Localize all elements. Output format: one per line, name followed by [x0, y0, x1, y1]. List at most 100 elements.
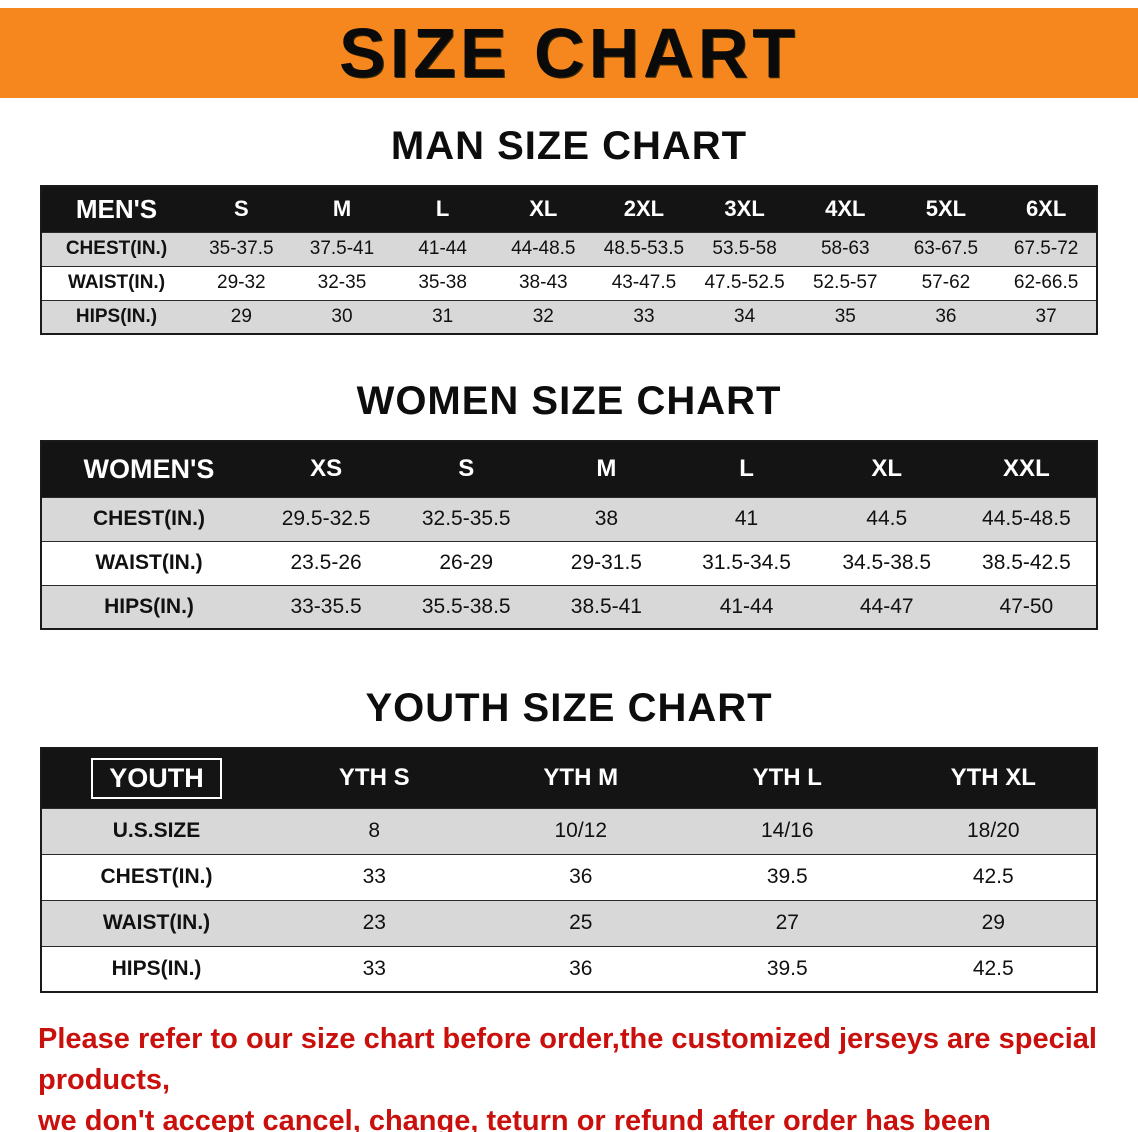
- size-value-cell: 43-47.5: [611, 272, 677, 293]
- size-value-cell: 38: [594, 507, 619, 530]
- size-column-header: XL: [492, 186, 594, 232]
- size-value-cell: 52.5-57: [813, 272, 878, 293]
- size-column-header: S: [191, 186, 292, 232]
- measurement-row: HIPS(IN.) 33 36 39.5 42.5: [41, 946, 1097, 992]
- women-size-section: WOMEN SIZE CHART WOMEN'S XS S M L XL XXL CHEST(…: [0, 379, 1138, 630]
- size-column-header: XS: [256, 441, 397, 497]
- youth-size-heading: YOUTH SIZE CHART: [365, 686, 773, 730]
- size-value-cell: 37: [1035, 305, 1057, 327]
- measurement-row: WAIST(IN.) 23.5-26 26-29 29-31.5 31.5-34.5 34…: [41, 541, 1097, 585]
- size-column-header: 2XL: [593, 186, 695, 232]
- size-value-cell: 62-66.5: [1013, 272, 1079, 293]
- size-value-cell: 33: [362, 865, 386, 888]
- size-value-cell: 47-50: [999, 594, 1054, 618]
- size-value-cell: 26-29: [439, 551, 494, 574]
- size-value-cell: 29-32: [217, 272, 266, 293]
- size-value-cell: 37.5-41: [309, 238, 375, 259]
- size-value-cell: 18/20: [966, 819, 1020, 842]
- size-value-cell: 42.5: [972, 865, 1014, 888]
- table-corner-label-text: WOMEN'S: [83, 453, 215, 484]
- size-value-cell: 38.5-42.5: [982, 551, 1071, 574]
- size-value-cell: 57-62: [921, 272, 971, 293]
- size-value-cell: 36: [569, 956, 593, 980]
- size-value-cell: 29: [981, 911, 1005, 934]
- size-value-cell: 34.5-38.5: [842, 551, 932, 574]
- size-value-cell: 29.5-32.5: [281, 507, 371, 530]
- row-label: HIPS(IN.): [104, 594, 194, 618]
- size-value-cell: 30: [331, 305, 353, 327]
- size-value-cell: 34: [734, 305, 756, 327]
- man-size-section: MAN SIZE CHART MEN'S S M L XL 2XL 3XL 4XL 5XL 6XL…: [0, 124, 1138, 335]
- measurement-row: CHEST(IN.) 35-37.5 37.5-41 41-44 44-48.5 48.5…: [41, 232, 1097, 266]
- size-value-cell: 33: [633, 305, 655, 327]
- size-table: MEN'S S M L XL 2XL 3XL 4XL 5XL 6XL CHEST(IN.) 35-37…: [40, 185, 1098, 335]
- size-value-cell: 23.5-26: [290, 551, 362, 574]
- size-value-cell: 39.5: [766, 865, 808, 888]
- size-value-cell: 35-38: [418, 272, 467, 293]
- measurement-row: HIPS(IN.) 33-35.5 35.5-38.5 38.5-41 41-44 44-…: [41, 585, 1097, 629]
- size-value-cell: 58-63: [820, 238, 870, 259]
- size-value-cell: 8: [368, 819, 381, 842]
- size-value-cell: 47.5-52.5: [704, 272, 785, 293]
- size-chart-banner: SIZE CHART: [0, 8, 1138, 98]
- size-column-header: XXL: [956, 441, 1097, 497]
- page-title: SIZE CHART: [339, 14, 799, 92]
- size-value-cell: 29-31.5: [570, 551, 642, 574]
- measurement-row: WAIST(IN.) 23 25 27 29: [41, 900, 1097, 946]
- size-value-cell: 32: [532, 305, 554, 327]
- size-value-cell: 33-35.5: [290, 594, 362, 618]
- measurement-row: CHEST(IN.) 29.5-32.5 32.5-35.5 38 41 44.5 44.5…: [41, 497, 1097, 541]
- size-value-cell: 25: [569, 911, 593, 934]
- size-column-header: L: [392, 186, 493, 232]
- row-label: CHEST(IN.): [100, 865, 213, 888]
- size-value-cell: 44.5: [866, 507, 908, 530]
- size-column-header: M: [291, 186, 393, 232]
- size-value-cell: 36: [569, 865, 593, 888]
- man-size-table-container: MEN'S S M L XL 2XL 3XL 4XL 5XL 6XL CHEST(IN.) 35-37…: [0, 185, 1138, 335]
- size-value-cell: 36: [935, 305, 957, 327]
- size-value-cell: 29: [230, 305, 252, 327]
- size-table: WOMEN'S XS S M L XL XXL CHEST(IN.) 29.5-32.5 32.5…: [40, 440, 1098, 630]
- size-column-header: YTH XL: [890, 748, 1097, 808]
- size-value-cell: 23: [362, 911, 386, 934]
- size-column-header: 4XL: [794, 186, 896, 232]
- size-value-cell: 44-48.5: [511, 238, 576, 259]
- size-value-cell: 41-44: [418, 238, 467, 259]
- row-label: HIPS(IN.): [75, 305, 158, 327]
- size-value-cell: 38.5-41: [570, 594, 642, 618]
- size-value-cell: 35: [834, 305, 856, 327]
- row-label: HIPS(IN.): [111, 956, 202, 980]
- table-corner-label: WOMEN'S: [41, 441, 256, 497]
- size-value-cell: 33: [362, 956, 386, 980]
- women-size-table-container: WOMEN'S XS S M L XL XXL CHEST(IN.) 29.5-32.5 32.5…: [0, 440, 1138, 630]
- size-table: YOUTH YTH S YTH M YTH L YTH XL U.S.SIZE 8 10/12…: [40, 747, 1098, 993]
- size-column-header: YTH L: [684, 748, 891, 808]
- size-column-header: 6XL: [996, 186, 1097, 232]
- measurement-row: WAIST(IN.) 29-32 32-35 35-38 38-43 43-47.5 47.…: [41, 266, 1097, 300]
- size-value-cell: 53.5-58: [712, 238, 777, 259]
- disclaimer-text: Please refer to our size chart before or…: [38, 1019, 1100, 1132]
- size-value-cell: 42.5: [972, 956, 1014, 980]
- size-column-header: S: [396, 441, 537, 497]
- man-size-heading: MAN SIZE CHART: [390, 124, 748, 168]
- size-value-cell: 67.5-72: [1013, 238, 1079, 259]
- size-value-cell: 44-47: [859, 594, 914, 618]
- size-value-cell: 27: [775, 911, 799, 934]
- size-value-cell: 39.5: [766, 956, 808, 980]
- size-column-header: XL: [816, 441, 957, 497]
- table-corner-label-text: MEN'S: [75, 193, 158, 224]
- row-label: WAIST(IN.): [102, 911, 211, 934]
- row-label: WAIST(IN.): [67, 272, 166, 293]
- disclaimer-line-1: Please refer to our size chart before or…: [38, 1023, 1097, 1097]
- size-value-cell: 32.5-35.5: [421, 507, 511, 530]
- row-label: U.S.SIZE: [112, 819, 201, 842]
- size-column-header: 5XL: [895, 186, 997, 232]
- disclaimer-line-2: we don't accept cancel, change, teturn o…: [38, 1105, 991, 1132]
- size-value-cell: 44.5-48.5: [982, 507, 1071, 530]
- youth-size-table-container: YOUTH YTH S YTH M YTH L YTH XL U.S.SIZE 8 10/12…: [0, 747, 1138, 993]
- measurement-row: U.S.SIZE 8 10/12 14/16 18/20: [41, 808, 1097, 854]
- size-column-header: YTH S: [271, 748, 478, 808]
- women-size-heading: WOMEN SIZE CHART: [356, 379, 782, 423]
- table-corner-label-text: YOUTH: [91, 757, 222, 799]
